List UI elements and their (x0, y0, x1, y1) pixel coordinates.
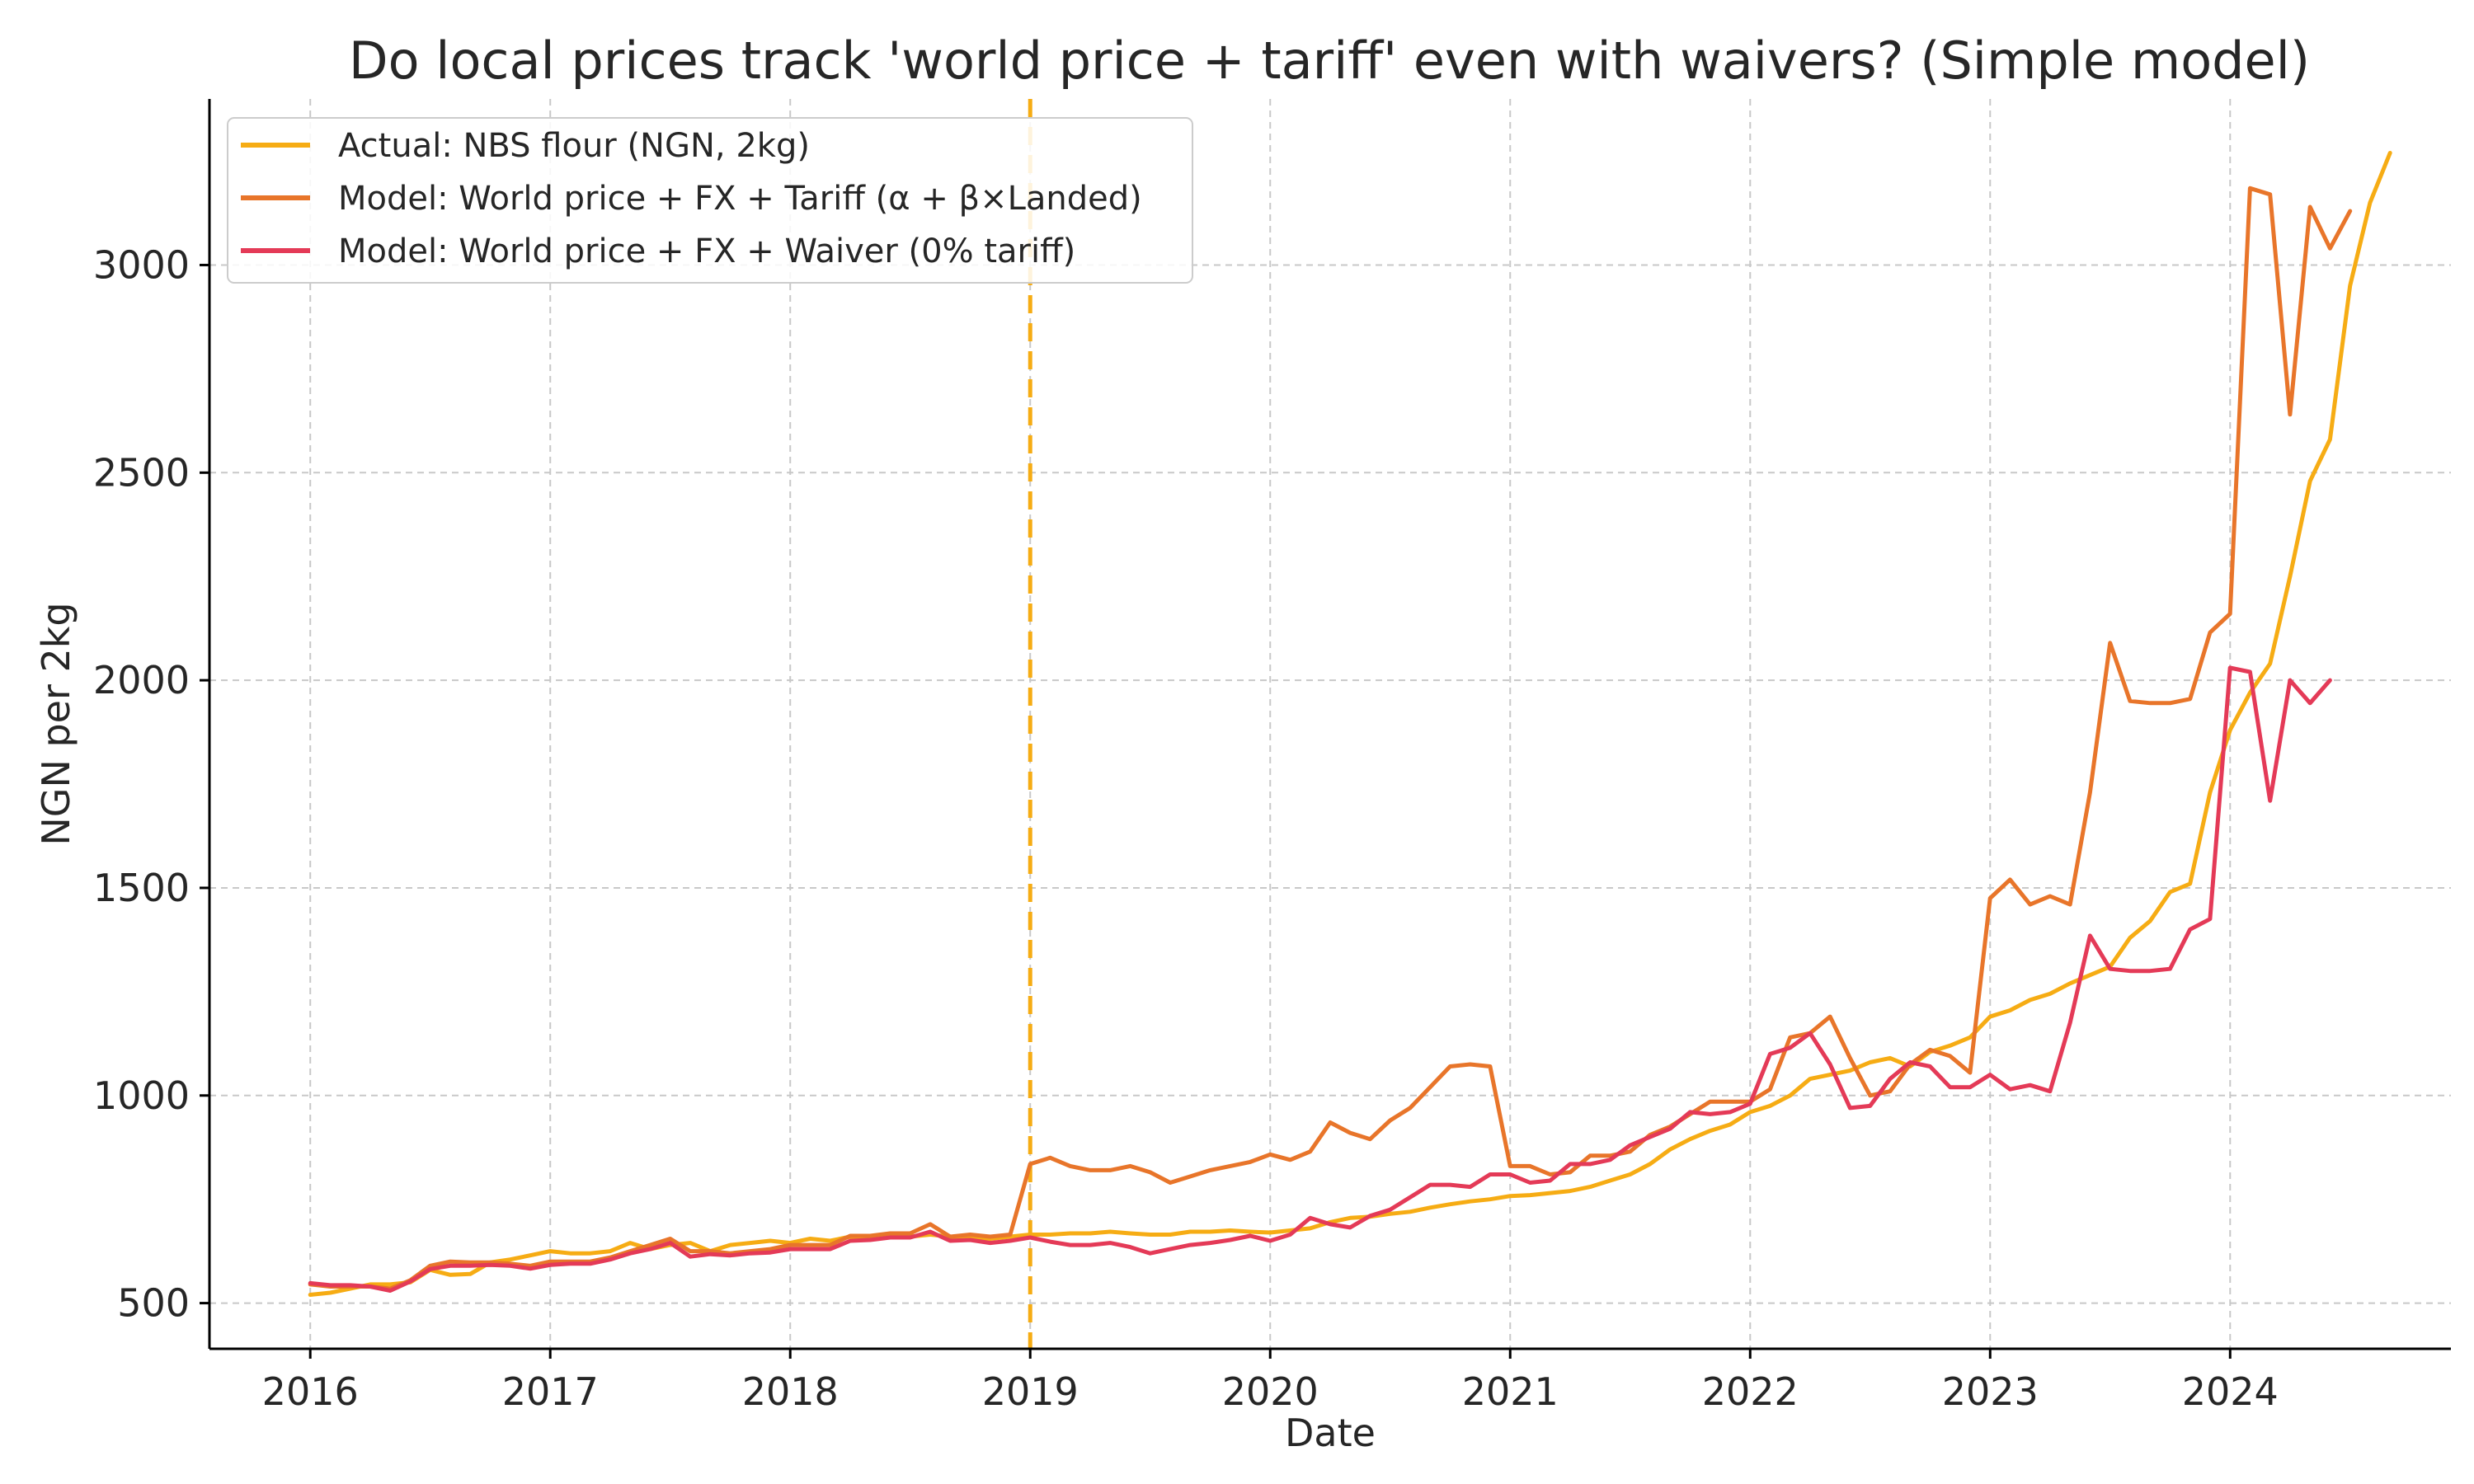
chart-title: Do local prices track 'world price + tar… (349, 31, 2310, 91)
legend-box (227, 117, 1193, 284)
legend-label-2: Model: World price + FX + Tariff (α + β×… (338, 180, 1142, 218)
x-tick-label: 2022 (1702, 1369, 1799, 1414)
x-tick-label: 2018 (742, 1369, 839, 1414)
y-tick-label: 1500 (93, 866, 190, 910)
y-tick-label: 1000 (93, 1073, 190, 1118)
x-axis-label: Date (1285, 1411, 1376, 1455)
legend-label-3: Model: World price + FX + Waiver (0% tar… (338, 232, 1075, 270)
series-line-1 (308, 151, 2392, 1297)
y-tick-label: 3000 (93, 242, 190, 287)
y-tick-label: 2000 (93, 658, 190, 702)
legend-label-1: Actual: NBS flour (NGN, 2kg) (338, 127, 810, 165)
series-layer (308, 151, 2392, 1297)
axis-ticks: 2016 2017 2018 2019 2020 2021 2022 2023 2024 500 1… (93, 242, 2279, 1414)
x-tick-label: 2023 (1942, 1369, 2039, 1414)
y-axis-label: NGN per 2kg (34, 602, 78, 845)
x-tick-label: 2024 (2182, 1369, 2279, 1414)
x-tick-label: 2016 (262, 1369, 359, 1414)
x-tick-label: 2019 (982, 1369, 1079, 1414)
grid (209, 99, 2451, 1349)
legend: Actual: NBS flour (NGN, 2kg) Model: World… (227, 117, 1193, 284)
x-tick-label: 2017 (502, 1369, 599, 1414)
y-tick-label: 500 (117, 1281, 190, 1326)
series-line-3 (308, 665, 2332, 1293)
y-tick-label: 2500 (93, 450, 190, 495)
x-tick-label: 2021 (1462, 1369, 1559, 1414)
series-line-2 (308, 186, 2353, 1291)
x-tick-label: 2020 (1222, 1369, 1319, 1414)
